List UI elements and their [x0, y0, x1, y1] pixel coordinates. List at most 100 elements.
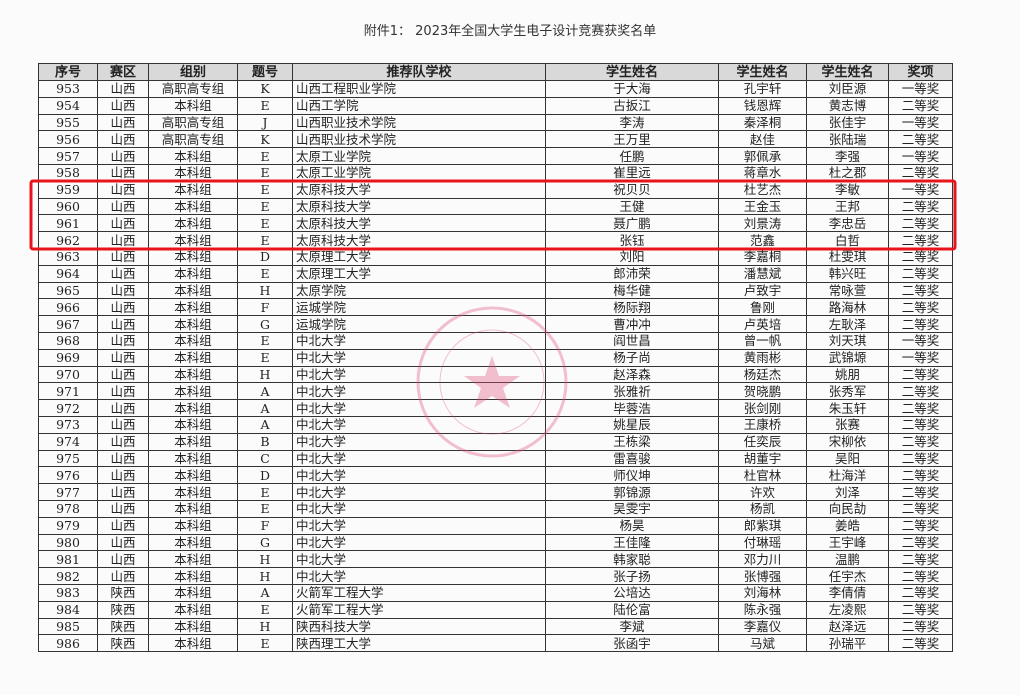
table-cell: 本科组: [148, 617, 238, 636]
table-cell: 黄志博: [806, 96, 889, 115]
table-cell: 985: [38, 617, 98, 636]
table-cell: 杨廷杰: [718, 365, 807, 384]
table-cell: 韩家聪: [545, 550, 719, 569]
table-cell: 陈永强: [718, 600, 807, 619]
document-title: 附件1： 2023年全国大学生电子设计竞赛获奖名单: [363, 24, 657, 39]
table-cell: 二等奖: [888, 382, 953, 401]
table-row: 985 陕西 本科组 H 陕西科技大学 李斌 李嘉仪 赵泽远 二等奖: [38, 617, 953, 636]
table-cell: 李嘉桐: [718, 247, 807, 266]
table-cell: 火箭军工程大学: [292, 583, 546, 602]
table-cell: 山西: [97, 180, 149, 199]
table-cell: 本科组: [148, 298, 238, 317]
table-cell: 宋柳依: [806, 432, 889, 451]
table-cell: 杨凯: [718, 499, 807, 518]
table-row: 966 山西 本科组 F 运城学院 杨际翔 鲁刚 路海林 二等奖: [38, 298, 953, 317]
table-cell: 山西: [97, 163, 149, 182]
table-cell: 张钰: [545, 231, 719, 249]
table-cell: 中北大学: [292, 466, 546, 485]
table-row: 983 陕西 本科组 A 火箭军工程大学 公培达 刘海林 李倩倩 二等奖: [38, 583, 953, 602]
table-cell: 954: [38, 96, 98, 115]
table-cell: 阎世昌: [545, 331, 719, 350]
table-cell: 本科组: [148, 583, 238, 602]
table-row: 974 山西 本科组 B 中北大学 王栋梁 任奕辰 宋柳依 二等奖: [38, 432, 953, 451]
table-row: 962 山西 本科组 E 太原科技大学 张钰 范鑫 白哲 二等奖: [38, 231, 953, 249]
table-cell: 聂广鹏: [545, 214, 719, 233]
table-cell: 陕西科技大学: [292, 617, 546, 636]
table-cell: 二等奖: [888, 550, 953, 569]
table-cell: 955: [38, 113, 98, 132]
table-body: 953 山西 高职高专组 K 山西工程职业学院 于大海 孔宇轩 刘臣源 一等奖 954 山西 本科组 E…: [38, 80, 953, 653]
table-cell: 赵泽远: [806, 617, 889, 636]
table-cell: A: [237, 399, 293, 417]
table-cell: 984: [38, 600, 98, 619]
table-cell: 刘臣源: [806, 80, 889, 98]
table-cell: 二等奖: [888, 130, 953, 149]
table-cell: K: [237, 80, 293, 98]
table-cell: 一等奖: [888, 348, 953, 367]
table-cell: H: [237, 281, 293, 300]
table-cell: 本科组: [148, 432, 238, 451]
table-cell: 山西: [97, 197, 149, 216]
table-cell: 马斌: [718, 634, 807, 653]
table-cell: 959: [38, 180, 98, 199]
table-cell: H: [237, 550, 293, 569]
table-cell: 本科组: [148, 264, 238, 283]
table-cell: 二等奖: [888, 600, 953, 619]
table-cell: 山西: [97, 113, 149, 132]
table-cell: 赵佳: [718, 130, 807, 149]
table-cell: 张赛: [806, 415, 889, 434]
column-header: 赛区: [97, 63, 149, 81]
column-header: 奖项: [888, 63, 953, 81]
table-cell: C: [237, 449, 293, 468]
table-cell: 李嘉仪: [718, 617, 807, 636]
table-cell: 983: [38, 583, 98, 602]
table-cell: 太原工业学院: [292, 147, 546, 165]
table-cell: 二等奖: [888, 365, 953, 384]
table-cell: 高职高专组: [148, 130, 238, 149]
table-cell: 二等奖: [888, 163, 953, 182]
table-cell: 山西: [97, 567, 149, 585]
table-cell: 太原理工大学: [292, 247, 546, 266]
table-cell: 郎沛荣: [545, 264, 719, 283]
table-cell: 二等奖: [888, 231, 953, 249]
table-cell: E: [237, 600, 293, 619]
table-cell: 本科组: [148, 382, 238, 401]
table-cell: 中北大学: [292, 348, 546, 367]
table-cell: 张佳宇: [806, 113, 889, 132]
table-cell: 山西: [97, 382, 149, 401]
table-cell: 本科组: [148, 96, 238, 115]
table-cell: 杨子尚: [545, 348, 719, 367]
table-cell: 本科组: [148, 147, 238, 165]
table-cell: 李强: [806, 147, 889, 165]
table-cell: H: [237, 365, 293, 384]
table-cell: 太原工业学院: [292, 163, 546, 182]
table-cell: 卢英培: [718, 315, 807, 333]
table-row: 984 陕西 本科组 E 火箭军工程大学 陆伦富 陈永强 左凌熙 二等奖: [38, 600, 953, 619]
table-cell: 本科组: [148, 415, 238, 434]
table-cell: 山西: [97, 214, 149, 233]
table-cell: 张博强: [718, 567, 807, 585]
table-cell: 本科组: [148, 163, 238, 182]
table-cell: 一等奖: [888, 113, 953, 132]
table-row: 967 山西 本科组 G 运城学院 曹冲冲 卢英培 左耿泽 二等奖: [38, 315, 953, 333]
table-cell: 范鑫: [718, 231, 807, 249]
table-cell: 郎紫琪: [718, 516, 807, 535]
table-cell: 曹冲冲: [545, 315, 719, 333]
table-row: 975 山西 本科组 C 中北大学 雷喜骏 胡董宇 吴阳 二等奖: [38, 449, 953, 468]
table-cell: 本科组: [148, 449, 238, 468]
table-cell: 本科组: [148, 499, 238, 518]
table-cell: 潘慧斌: [718, 264, 807, 283]
table-cell: 中北大学: [292, 432, 546, 451]
table-cell: 962: [38, 231, 98, 249]
column-header: 学生姓名: [718, 63, 807, 81]
table-cell: F: [237, 516, 293, 535]
table-cell: 孔宇轩: [718, 80, 807, 98]
table-cell: 山西: [97, 449, 149, 468]
table-cell: 山西: [97, 499, 149, 518]
table-cell: 中北大学: [292, 567, 546, 585]
table-cell: 本科组: [148, 348, 238, 367]
table-row: 973 山西 本科组 A 中北大学 姚星辰 王康桥 张赛 二等奖: [38, 415, 953, 434]
table-row: 972 山西 本科组 A 中北大学 毕蓉浩 张剑刚 朱玉轩 二等奖: [38, 399, 953, 417]
table-row: 961 山西 本科组 E 太原科技大学 聂广鹏 刘景涛 李忠岳 二等奖: [38, 214, 953, 233]
table-cell: 山西: [97, 348, 149, 367]
